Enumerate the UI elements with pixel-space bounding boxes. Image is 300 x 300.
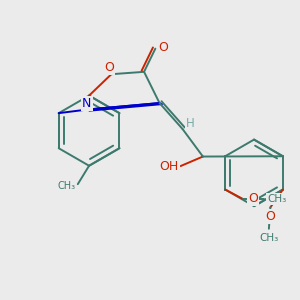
Text: CH₃: CH₃ bbox=[259, 233, 278, 243]
Text: H: H bbox=[186, 117, 194, 130]
Text: O: O bbox=[104, 61, 114, 74]
Text: O: O bbox=[266, 210, 275, 223]
Text: O: O bbox=[159, 41, 169, 54]
Text: CH₃: CH₃ bbox=[57, 181, 76, 191]
Text: CH₃: CH₃ bbox=[267, 194, 286, 204]
Text: O: O bbox=[248, 192, 258, 205]
Text: N: N bbox=[82, 97, 92, 110]
Text: OH: OH bbox=[160, 160, 179, 173]
